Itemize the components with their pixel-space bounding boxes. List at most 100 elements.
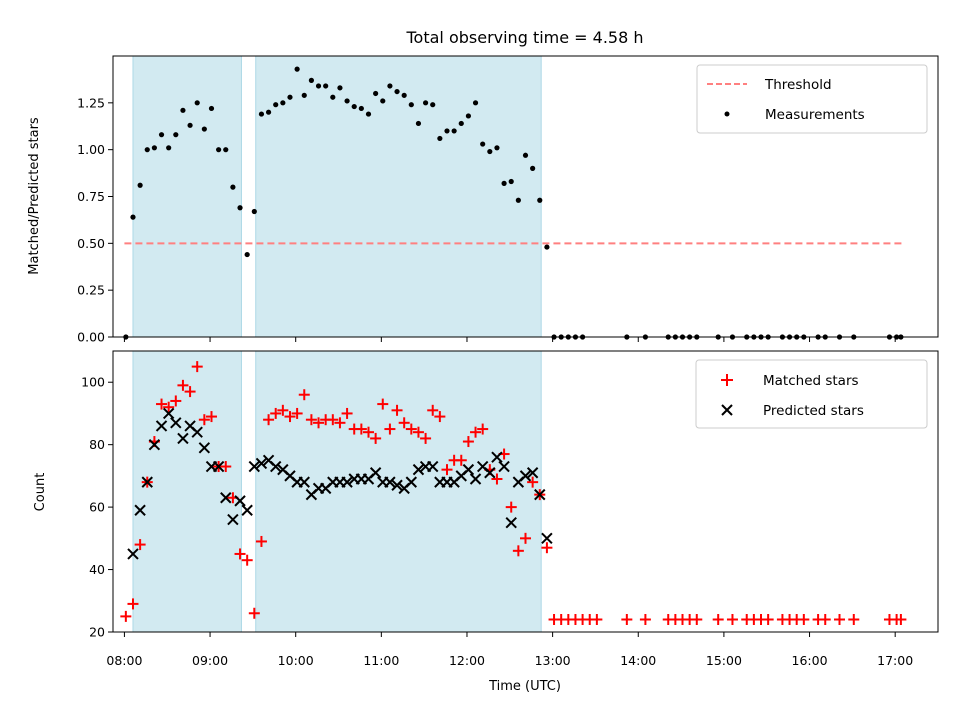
measurement-point [465,113,472,119]
ratio-legend: Threshold Measurements [696,64,928,134]
matched-star-point [505,501,517,513]
measurement-point [287,94,293,100]
time-x-axis: 08:00 09:00 10:00 11:00 12:00 13:00 14:00 15:00… [106,632,913,668]
y-tick-label: 60 [89,500,105,515]
measurement-point [201,126,207,132]
measurement-point [522,152,529,158]
matched-star-point [305,414,317,426]
measurements-series [123,66,904,340]
matched-star-point [198,414,210,426]
matched-star-point [355,423,367,435]
observing-intervals-bottom [132,350,542,633]
predicted-legend-swatch [721,404,733,416]
measurement-point [216,147,222,153]
matched-star-point [384,423,396,435]
measurement-point [315,83,322,89]
matched-star-point [234,548,246,560]
predicted-star-point [519,470,532,482]
measurement-point [251,208,257,215]
measurement-point [294,66,300,72]
matched-star-point [341,407,353,419]
predicted-star-point [212,460,225,473]
y-tick-label: 80 [89,437,105,452]
matched-star-point [819,614,831,626]
measurements-legend-swatch [724,111,730,117]
predicted-star-point [162,407,175,420]
matched-star-point [391,404,403,416]
measurement-point [415,120,422,127]
predicted-star-point [534,488,546,501]
x-tick-label: 14:00 [620,653,656,668]
predicted-star-point [127,548,139,560]
matched-star-point [120,610,132,622]
measurement-point [358,105,364,112]
matched-star-point [270,407,282,419]
predicted-star-point [469,473,482,485]
measurement-point [430,102,436,108]
y-tick-label: 0.25 [77,283,105,298]
matched-star-point [398,417,410,429]
observing-interval [132,55,242,338]
count-y-label: Count [33,473,48,512]
predicted-star-point [170,417,182,429]
matched-star-point [170,395,182,407]
measurement-point [530,165,536,171]
measurement-point [194,100,200,106]
measurement-point [387,83,393,89]
matched-star-point [327,414,339,426]
predicted-star-point [155,420,168,432]
measurement-point [351,103,357,110]
measurement-point [515,197,521,203]
y-tick-label: 0.75 [77,189,105,204]
chart-title: Total observing time = 4.58 h [405,28,643,47]
measurement-point [373,90,379,97]
matched-star-point [834,614,846,626]
matched-star-point [284,411,296,423]
x-axis-label: Time (UTC) [488,679,561,694]
matched-star-point [712,614,724,626]
matched-star-point [313,417,325,429]
predicted-star-point [541,532,553,545]
count-legend-box [695,359,928,429]
matched-star-point [462,436,474,448]
measurement-point [258,111,265,117]
predicted-star-point [405,476,418,488]
measurement-point [451,128,457,134]
matched-legend-swatch [721,374,733,386]
matched-star-point [520,532,531,544]
matched-star-point [726,614,738,626]
measurement-point [208,105,215,112]
predicted-star-point [298,476,310,488]
matched-star-point [412,426,424,438]
x-tick-label: 11:00 [363,653,399,668]
measurement-point [273,102,279,108]
measurement-point [480,141,486,147]
measurement-point [280,100,286,106]
matched-star-point [527,476,539,488]
matched-star-point [263,414,275,426]
matched-star-point [541,542,553,554]
x-tick-label: 17:00 [877,653,913,668]
measurement-point [187,122,193,128]
ratio-panel: 0.00 0.25 0.50 0.75 1.00 1.25 Matched/Predict… [27,55,939,345]
matched-star-point [470,426,482,438]
ratio-y-axis: 0.00 0.25 0.50 0.75 1.00 1.25 [77,95,113,345]
predicted-star-point [148,438,161,451]
measurement-point [487,148,493,155]
matched-star-point [156,398,168,410]
observing-interval [255,350,542,633]
matched-stars-series [120,361,907,626]
matched-legend-label: Matched stars [763,373,859,389]
measurement-point [323,83,329,89]
matched-star-point [427,404,439,416]
measurement-point [330,94,336,100]
measurement-point [365,111,372,117]
x-tick-label: 08:00 [106,653,142,668]
matched-star-point [434,411,446,423]
predicted-star-point [255,457,268,470]
x-tick-label: 09:00 [192,653,228,668]
matched-star-point [895,614,907,626]
measurement-point [408,102,414,108]
predicted-star-point [427,460,439,473]
measurement-point [337,85,343,91]
